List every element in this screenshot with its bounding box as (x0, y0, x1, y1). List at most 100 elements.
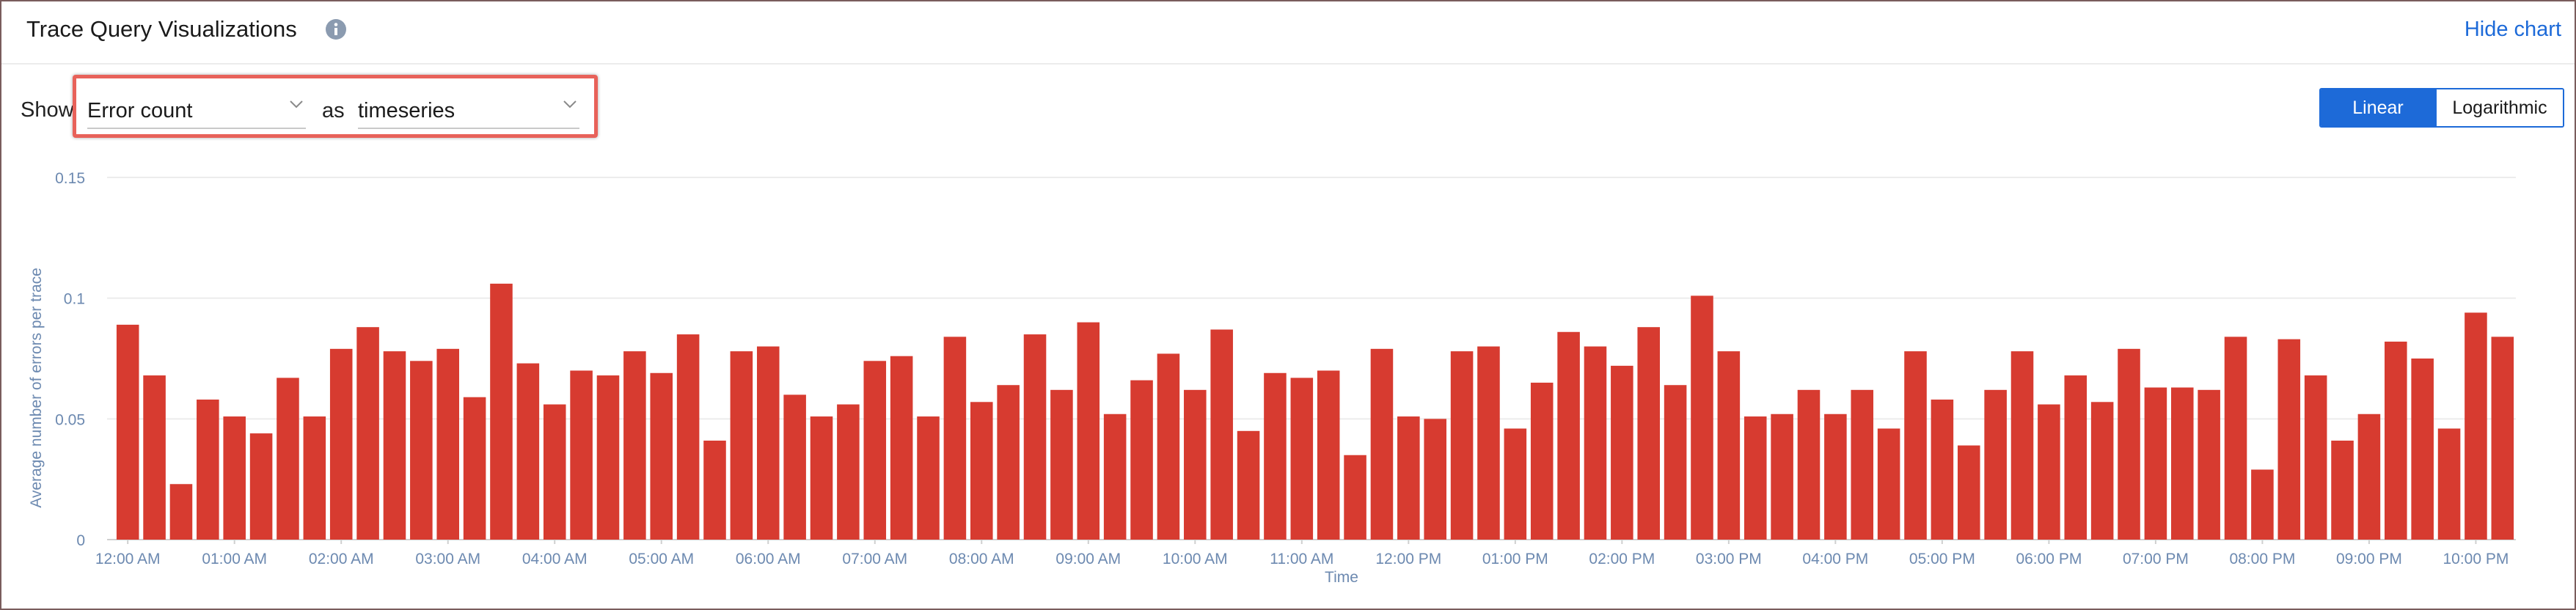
query-controls: Show Error count as timeseries Linear Lo… (1, 65, 2575, 145)
bar (2118, 348, 2140, 540)
bar (997, 385, 1020, 540)
bar (650, 372, 673, 540)
format-select[interactable]: timeseries (358, 89, 579, 129)
bar (329, 348, 353, 540)
bar (2010, 351, 2034, 540)
x-tick-label: 06:00 PM (2016, 551, 2082, 567)
highlight-box (73, 75, 598, 138)
bar (1530, 382, 1554, 540)
bar (623, 351, 646, 540)
x-tick-label: 08:00 AM (949, 551, 1014, 567)
bar (917, 416, 940, 540)
bar (1611, 365, 1633, 540)
bar (1370, 348, 1394, 540)
bar (1824, 414, 1847, 540)
bar (197, 399, 219, 540)
bar (2144, 387, 2167, 540)
bar-chart: 0 0.05 0.1 0.15 12:00 AM 01:00 AM 02:00 AM 03:0… (28, 170, 2516, 586)
bar (1584, 346, 1607, 540)
bar (1984, 389, 2007, 540)
bar (143, 375, 166, 540)
bar (783, 394, 806, 540)
metric-select-value: Error count (87, 99, 193, 122)
bar (1397, 416, 1420, 540)
x-tick-label: 03:00 AM (415, 551, 480, 567)
bar (249, 433, 273, 540)
bar (1504, 428, 1527, 540)
x-tick-label: 07:00 AM (842, 551, 907, 567)
bar (2465, 312, 2487, 540)
bar (1050, 389, 1073, 540)
chevron-down-icon (290, 100, 303, 109)
y-axis-title: Average number of errors per trace (28, 268, 45, 508)
bar (1264, 372, 1287, 540)
x-tick-label: 05:00 PM (1909, 551, 1975, 567)
x-tick-label: 09:00 AM (1055, 551, 1121, 567)
bar (1290, 378, 1314, 540)
bar (2411, 359, 2434, 540)
x-tick-label: 09:00 PM (2336, 551, 2402, 567)
bar (1157, 353, 1180, 540)
format-select-value: timeseries (358, 99, 455, 122)
bar (356, 327, 379, 540)
logarithmic-scale-button[interactable]: Logarithmic (2435, 89, 2563, 126)
bar (2038, 404, 2060, 540)
bar (756, 346, 780, 540)
bar (2304, 375, 2327, 540)
metric-select[interactable]: Error count (87, 89, 306, 129)
bar (1931, 399, 1954, 540)
bar (410, 361, 433, 540)
y-tick-label: 0.1 (64, 291, 85, 308)
x-tick-label: 11:00 AM (1270, 551, 1333, 567)
x-tick-label: 01:00 PM (1482, 551, 1548, 567)
bar (703, 440, 726, 540)
bar (1743, 416, 1767, 540)
bar (1664, 385, 1687, 540)
bar (516, 363, 540, 540)
bar (2198, 389, 2220, 540)
x-tick-label: 02:00 AM (309, 551, 374, 567)
linear-scale-button[interactable]: Linear (2321, 89, 2435, 126)
bar (1344, 455, 1366, 540)
x-tick-label: 06:00 AM (736, 551, 801, 567)
bar (2437, 428, 2461, 540)
hide-chart-link[interactable]: Hide chart (2464, 18, 2561, 41)
bar (890, 356, 913, 540)
x-tick-label: 10:00 AM (1163, 551, 1228, 567)
bar (2224, 337, 2247, 540)
bar (1637, 327, 1661, 540)
x-tick-label: 03:00 PM (1696, 551, 1762, 567)
x-tick-label: 12:00 PM (1375, 551, 1441, 567)
bar (1103, 414, 1127, 540)
bar (1077, 322, 1100, 540)
bar (1797, 389, 1821, 540)
chart-area: 0 0.05 0.1 0.15 12:00 AM 01:00 AM 02:00 AM 03:0… (1, 147, 2575, 609)
bar (1557, 331, 1580, 540)
bar (570, 370, 593, 540)
bar (2385, 341, 2407, 540)
info-icon[interactable] (325, 18, 347, 40)
bar (463, 397, 486, 540)
bar (837, 404, 860, 540)
bar (2331, 440, 2354, 540)
x-tick-label: 10:00 PM (2443, 551, 2509, 567)
bar (2090, 402, 2114, 540)
x-tick-label: 02:00 PM (1589, 551, 1655, 567)
bar (2064, 375, 2087, 540)
panel-header: Trace Query Visualizations Hide chart (1, 1, 2575, 65)
bar (1717, 351, 1741, 540)
chevron-down-icon (563, 100, 577, 109)
bar (810, 416, 833, 540)
bar (1424, 419, 1446, 540)
bar (2357, 414, 2381, 540)
bar (116, 324, 139, 540)
x-tick-label: 12:00 AM (95, 551, 161, 567)
page-title: Trace Query Visualizations (26, 16, 297, 42)
y-tick-label: 0.15 (55, 170, 85, 187)
x-axis-title: Time (1325, 569, 1358, 586)
bar (730, 351, 753, 540)
bar (543, 404, 566, 540)
bar (2277, 339, 2301, 540)
show-label: Show (21, 98, 74, 122)
